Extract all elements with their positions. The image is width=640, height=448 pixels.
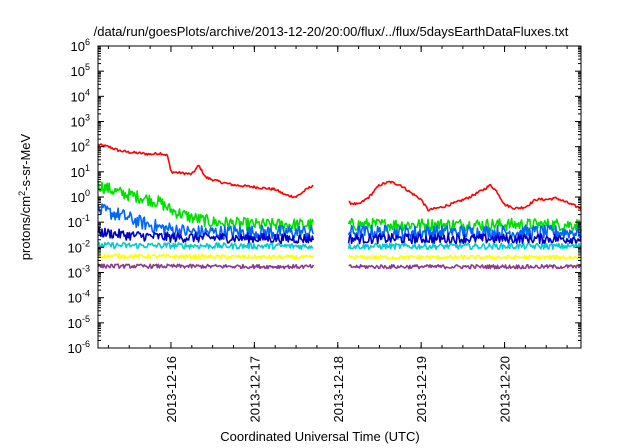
y-tick-label: 102 bbox=[71, 138, 90, 155]
series-line-6 bbox=[97, 253, 582, 261]
y-tick-label: 105 bbox=[71, 62, 90, 79]
y-tick-label: 100 bbox=[71, 188, 90, 205]
y-tick-label: 101 bbox=[71, 163, 90, 180]
series-line-4 bbox=[97, 226, 582, 245]
x-tick-label: 2013-12-16 bbox=[164, 356, 179, 423]
y-axis-label-pre: protons/cm bbox=[18, 196, 33, 260]
y-tick-label: 106 bbox=[71, 37, 90, 54]
x-tick-label: 2013-12-17 bbox=[247, 356, 262, 423]
y-axis-label-sup: 2 bbox=[17, 191, 27, 196]
y-tick-label: 10-4 bbox=[68, 289, 90, 306]
series-layer bbox=[97, 143, 582, 270]
y-tick-label: 10-6 bbox=[68, 339, 90, 356]
y-tick-label: 10-1 bbox=[68, 213, 90, 230]
x-axis: 2013-12-16 2013-12-17 2013-12-18 2013-12-19… bbox=[107, 46, 568, 423]
y-axis: 10-6 10-5 10-4 10-3 10-2 10-1 100 101 102 103 104 1… bbox=[68, 37, 581, 356]
plot-frame bbox=[97, 45, 582, 349]
series-line-1 bbox=[97, 143, 582, 212]
y-tick-label: 104 bbox=[71, 87, 90, 104]
y-tick-label: 10-5 bbox=[68, 314, 90, 331]
x-axis-label: Coordinated Universal Time (UTC) bbox=[220, 429, 419, 444]
y-tick-label: 103 bbox=[71, 113, 90, 130]
y-tick-label: 10-3 bbox=[68, 264, 90, 281]
series-line-5 bbox=[97, 241, 582, 251]
x-tick-label: 2013-12-20 bbox=[498, 356, 513, 423]
series-line-7 bbox=[97, 263, 582, 270]
y-axis-label-post: -s-sr-MeV bbox=[18, 133, 33, 190]
series-line-3 bbox=[97, 203, 582, 240]
y-tick-label: 10-2 bbox=[68, 238, 90, 255]
x-tick-label: 2013-12-18 bbox=[331, 356, 346, 423]
y-axis-label: protons/cm2-s-sr-MeV bbox=[17, 133, 33, 260]
x-tick-label: 2013-12-19 bbox=[414, 356, 429, 423]
chart-title: /data/run/goesPlots/archive/2013-12-20/2… bbox=[94, 24, 569, 39]
